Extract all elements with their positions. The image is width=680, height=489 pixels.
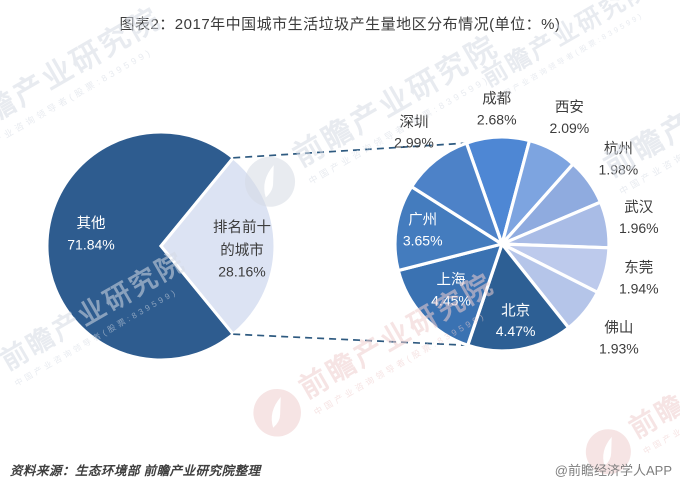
pie-slice-10	[409, 141, 506, 248]
slice-label: 2.99%	[394, 135, 434, 151]
slice-label: 1.96%	[619, 220, 659, 236]
slice-label: 排名前十	[213, 219, 271, 236]
source-note: 资料来源：生态环境部 前瞻产业研究院整理	[10, 464, 261, 478]
slice-label: 71.84%	[67, 237, 114, 253]
slice-label: 佛山	[604, 320, 633, 337]
slice-label: 北京	[501, 302, 530, 319]
slice-label: 28.16%	[218, 264, 265, 280]
slice-label: 的城市	[220, 242, 264, 259]
slice-label: 东莞	[624, 260, 653, 277]
pie-slice-7	[465, 240, 571, 353]
slice-label: 杭州	[604, 141, 633, 158]
slice-label: 1.93%	[599, 341, 639, 357]
connector-line	[233, 333, 468, 347]
pie-slice-9	[393, 184, 506, 273]
slice-label: 武汉	[624, 199, 653, 216]
brand-credit: @前瞻经济学人APP	[554, 463, 672, 478]
slice-label: 上海	[437, 272, 466, 289]
slice-label: 1.94%	[619, 280, 659, 296]
slice-label: 广州	[408, 212, 437, 229]
slice-label: 其他	[77, 215, 106, 232]
slice-label: 成都	[482, 91, 511, 108]
slice-label: 2.09%	[550, 120, 590, 136]
pie-slice-8	[396, 241, 505, 348]
slice-label: 2.68%	[477, 112, 517, 128]
slice-label: 4.47%	[496, 323, 536, 339]
slice-label: 深圳	[400, 114, 429, 131]
chart-title: 图表2：2017年中国城市生活垃圾产生量地区分布情况(单位：%)	[119, 16, 561, 33]
slice-label: 4.45%	[431, 293, 471, 309]
slice-label: 西安	[555, 99, 584, 116]
slice-label: 1.98%	[599, 162, 639, 178]
connector-line	[233, 142, 467, 159]
slice-label: 3.65%	[403, 233, 443, 249]
pie-slice-other	[45, 130, 236, 362]
